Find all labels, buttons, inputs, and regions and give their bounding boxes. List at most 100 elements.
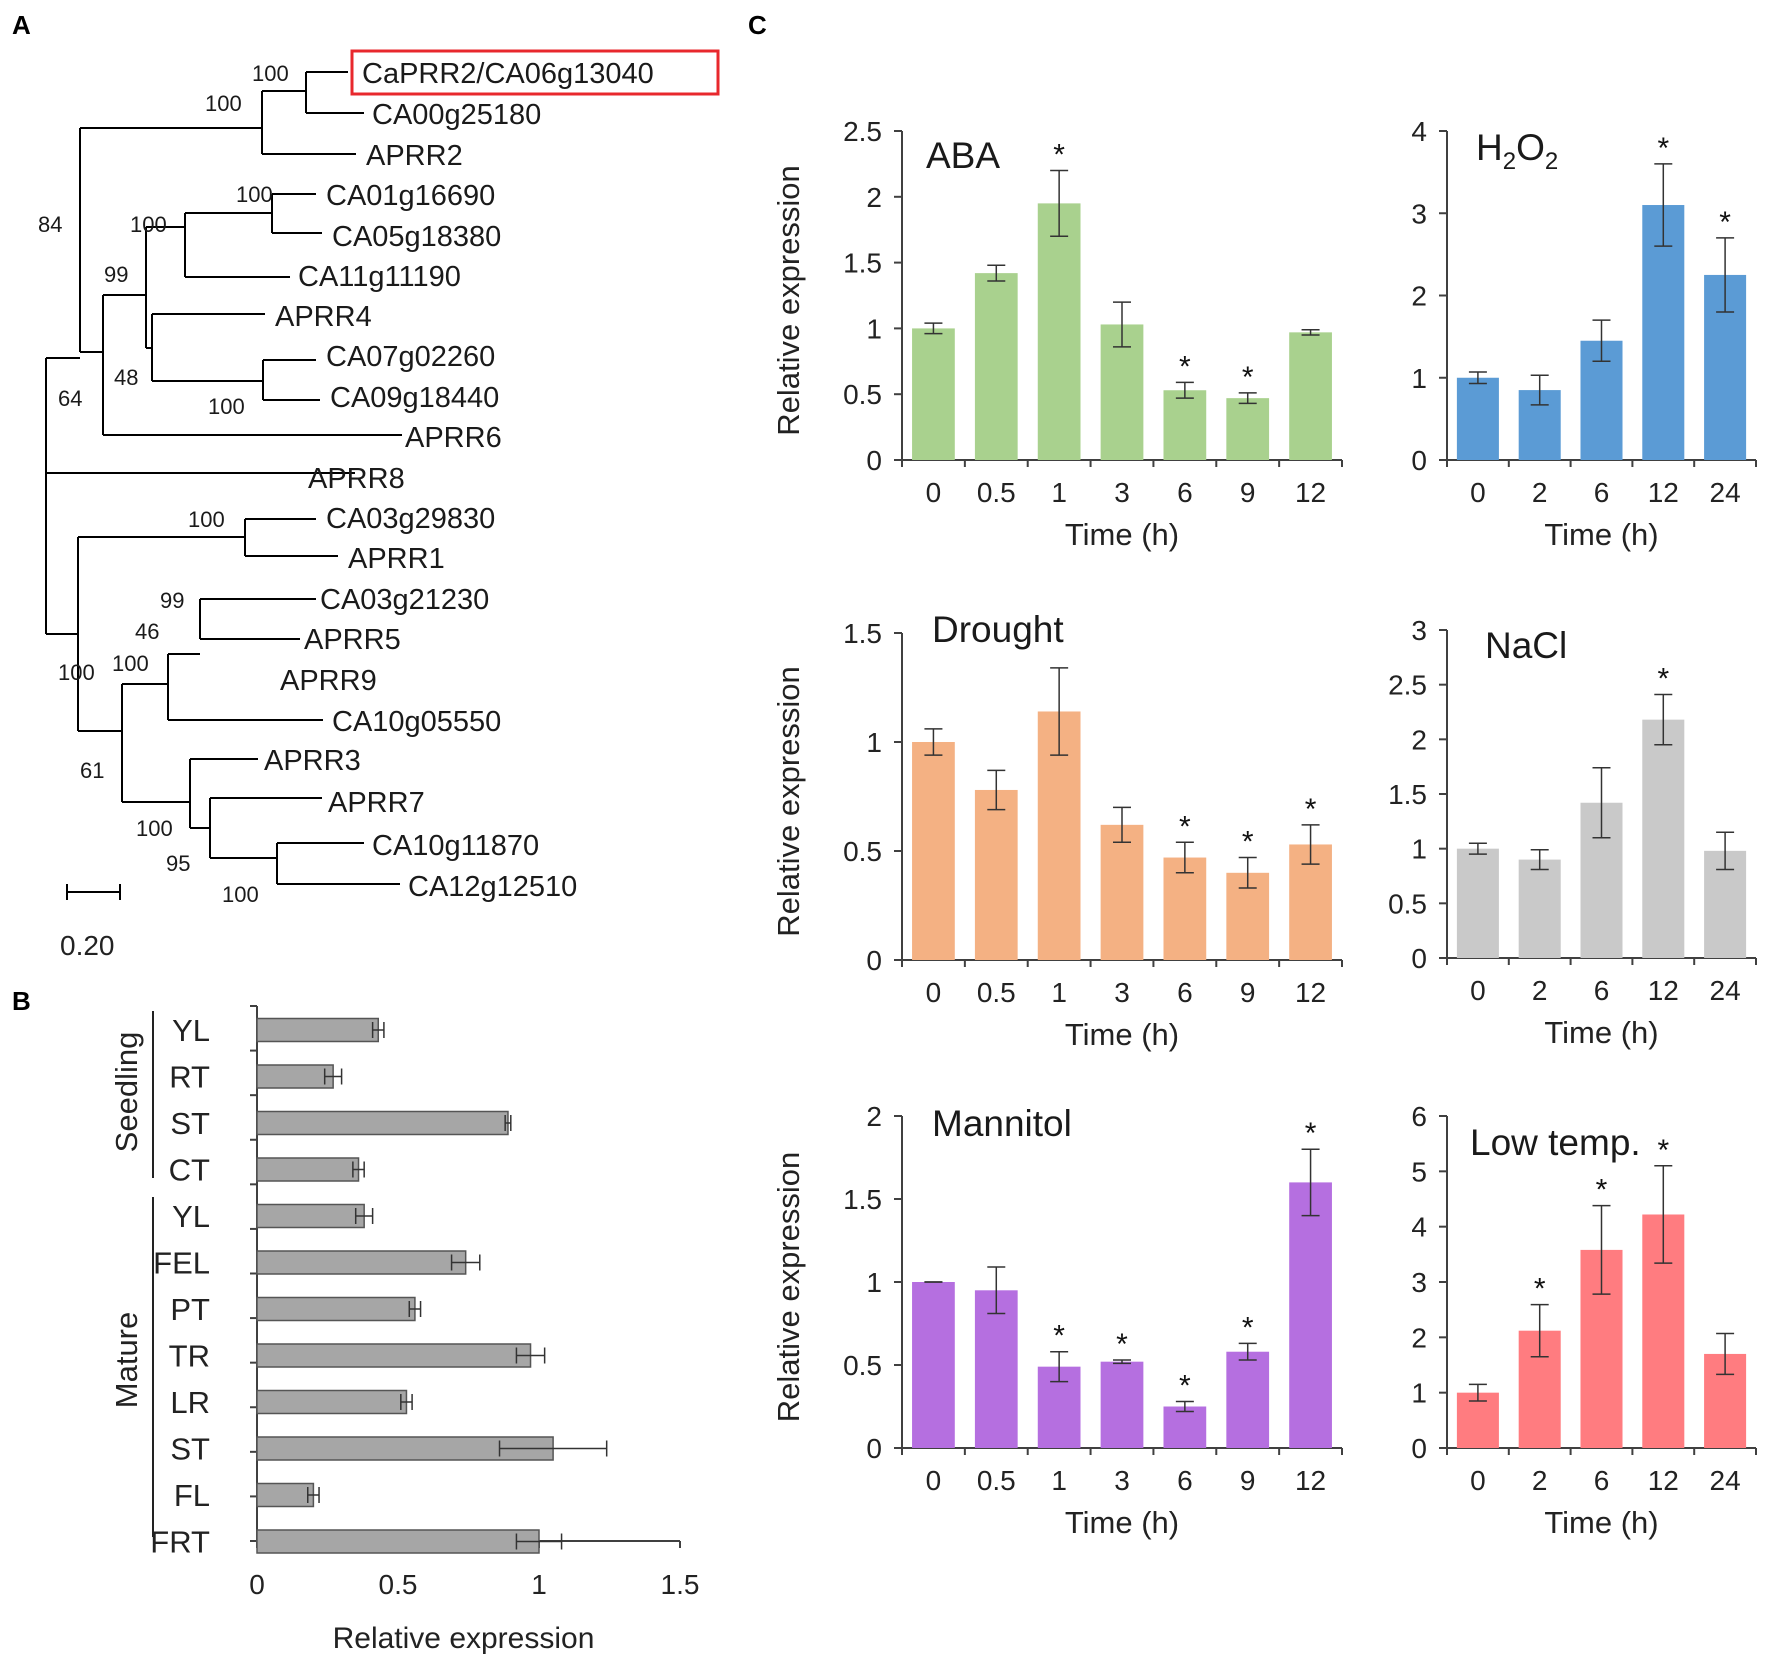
- x-tick-label: 0: [1470, 1465, 1486, 1496]
- category-label: ST: [170, 1106, 210, 1141]
- bootstrap-value: 100: [208, 394, 245, 419]
- tree-leaf-label: APRR4: [275, 301, 372, 333]
- bar: [1037, 203, 1081, 460]
- x-tick-label: 24: [1710, 975, 1741, 1006]
- scale-bar-label: 0.20: [60, 930, 115, 961]
- y-tick-label: 2.5: [843, 116, 882, 147]
- bar: [256, 1203, 365, 1229]
- significance-marker: *: [1179, 810, 1191, 843]
- bar: [974, 789, 1018, 960]
- x-tick-label: 12: [1295, 977, 1326, 1008]
- tree-leaf-label: CA03g21230: [320, 584, 489, 616]
- y-tick-label: 1: [1411, 363, 1427, 394]
- significance-marker: *: [1242, 361, 1254, 394]
- x-tick-label: 0: [926, 1465, 942, 1496]
- tree-leaf-label: APRR2: [366, 140, 463, 172]
- tissue-expression-chart: 0 0.5 1 1.5 Relative expression YL RT ST CT YL FEL…: [109, 1005, 699, 1654]
- x-tick-label: 0.5: [977, 477, 1016, 508]
- y-tick-label: 1.5: [843, 618, 882, 649]
- x-axis-label: Time (h): [1544, 517, 1658, 552]
- y-axis-label: Relative expression: [771, 165, 806, 436]
- bootstrap-value: 100: [205, 91, 242, 116]
- x-tick-label: 9: [1240, 477, 1256, 508]
- bar: [1226, 398, 1270, 460]
- bootstrap-value: 48: [114, 365, 138, 390]
- x-tick-label: 12: [1295, 477, 1326, 508]
- tree-leaf-label: CA03g29830: [326, 503, 495, 535]
- bar: [1163, 390, 1207, 460]
- y-axis-label: Relative expression: [771, 666, 806, 937]
- category-label: FEL: [153, 1246, 210, 1281]
- y-tick-label: 6: [1411, 1101, 1427, 1132]
- tree-leaf-label: CA07g02260: [326, 341, 495, 373]
- bootstrap-value: 100: [252, 61, 289, 86]
- y-tick-label: 0.5: [843, 379, 882, 410]
- significance-marker: *: [1719, 206, 1731, 239]
- x-tick-label: 12: [1295, 1465, 1326, 1496]
- x-tick-label: 0: [1470, 975, 1486, 1006]
- y-tick-label: 1.5: [843, 248, 882, 279]
- significance-marker: *: [1305, 1117, 1317, 1150]
- x-tick-label: 0.5: [379, 1569, 418, 1600]
- y-tick-label: 1.5: [843, 1184, 882, 1215]
- bar: [912, 1282, 955, 1448]
- y-tick-label: 2: [1411, 1322, 1427, 1353]
- x-axis-label: Relative expression: [333, 1622, 595, 1654]
- x-tick-label: 1: [1051, 1465, 1067, 1496]
- bootstrap-value: 100: [188, 507, 225, 532]
- y-tick-label: 4: [1411, 1212, 1427, 1243]
- category-label: PT: [170, 1292, 210, 1327]
- tree-leaf-label: APRR7: [328, 787, 425, 819]
- x-tick-label: 1: [531, 1569, 547, 1600]
- bar: [1456, 1392, 1499, 1448]
- bar: [256, 1110, 509, 1136]
- y-tick-label: 2.5: [1388, 670, 1427, 701]
- bootstrap-value: 95: [166, 851, 190, 876]
- x-tick-label: 0: [926, 477, 942, 508]
- chart-title: Low temp.: [1470, 1122, 1641, 1163]
- y-axis-label: Relative expression: [771, 1152, 806, 1423]
- chart-title: Drought: [932, 609, 1064, 650]
- significance-marker: *: [1053, 1320, 1065, 1353]
- tree-leaf-label: CA11g11190: [298, 261, 461, 293]
- significance-marker: *: [1305, 793, 1317, 826]
- bootstrap-value: 100: [58, 660, 95, 685]
- bar: [256, 1296, 416, 1322]
- significance-marker: *: [1657, 1134, 1669, 1167]
- x-tick-label: 9: [1240, 1465, 1256, 1496]
- category-label: CT: [169, 1153, 210, 1188]
- bootstrap-value: 100: [136, 816, 173, 841]
- x-tick-label: 6: [1594, 975, 1610, 1006]
- y-tick-label: 1: [1411, 834, 1427, 865]
- category-label: RT: [169, 1060, 210, 1095]
- x-tick-label: 0.5: [977, 1465, 1016, 1496]
- bar: [1100, 824, 1144, 960]
- chart-title: H2O2: [1476, 127, 1558, 175]
- bootstrap-value: 100: [130, 212, 167, 237]
- category-label: ST: [170, 1432, 210, 1467]
- x-tick-label: 6: [1177, 477, 1193, 508]
- bar: [1289, 1182, 1332, 1448]
- bar: [256, 1064, 334, 1089]
- chart-title: ABA: [926, 135, 1000, 176]
- x-tick-label: 6: [1177, 977, 1193, 1008]
- significance-marker: *: [1534, 1273, 1546, 1306]
- x-tick-label: 2: [1532, 477, 1548, 508]
- highlight-box: [350, 49, 720, 96]
- panel-label-a: A: [12, 10, 31, 40]
- bar: [1163, 1406, 1207, 1448]
- bar: [974, 1290, 1018, 1448]
- significance-marker: *: [1657, 132, 1669, 165]
- bootstrap-value: 99: [104, 262, 128, 287]
- chart-title: NaCl: [1485, 625, 1567, 666]
- x-tick-label: 24: [1710, 477, 1741, 508]
- stress-chart: 0 0.5 1 1.5 2 0 0.5 * 1 * 3 * 6 * 9 * 12 Time (h) Relative…: [771, 1101, 1343, 1540]
- tree-leaf-label: APRR5: [304, 624, 401, 656]
- x-tick-label: 6: [1594, 477, 1610, 508]
- x-tick-label: 3: [1114, 477, 1130, 508]
- x-axis-label: Time (h): [1065, 517, 1179, 552]
- panel-label-b: B: [12, 986, 31, 1016]
- category-label: LR: [170, 1385, 210, 1420]
